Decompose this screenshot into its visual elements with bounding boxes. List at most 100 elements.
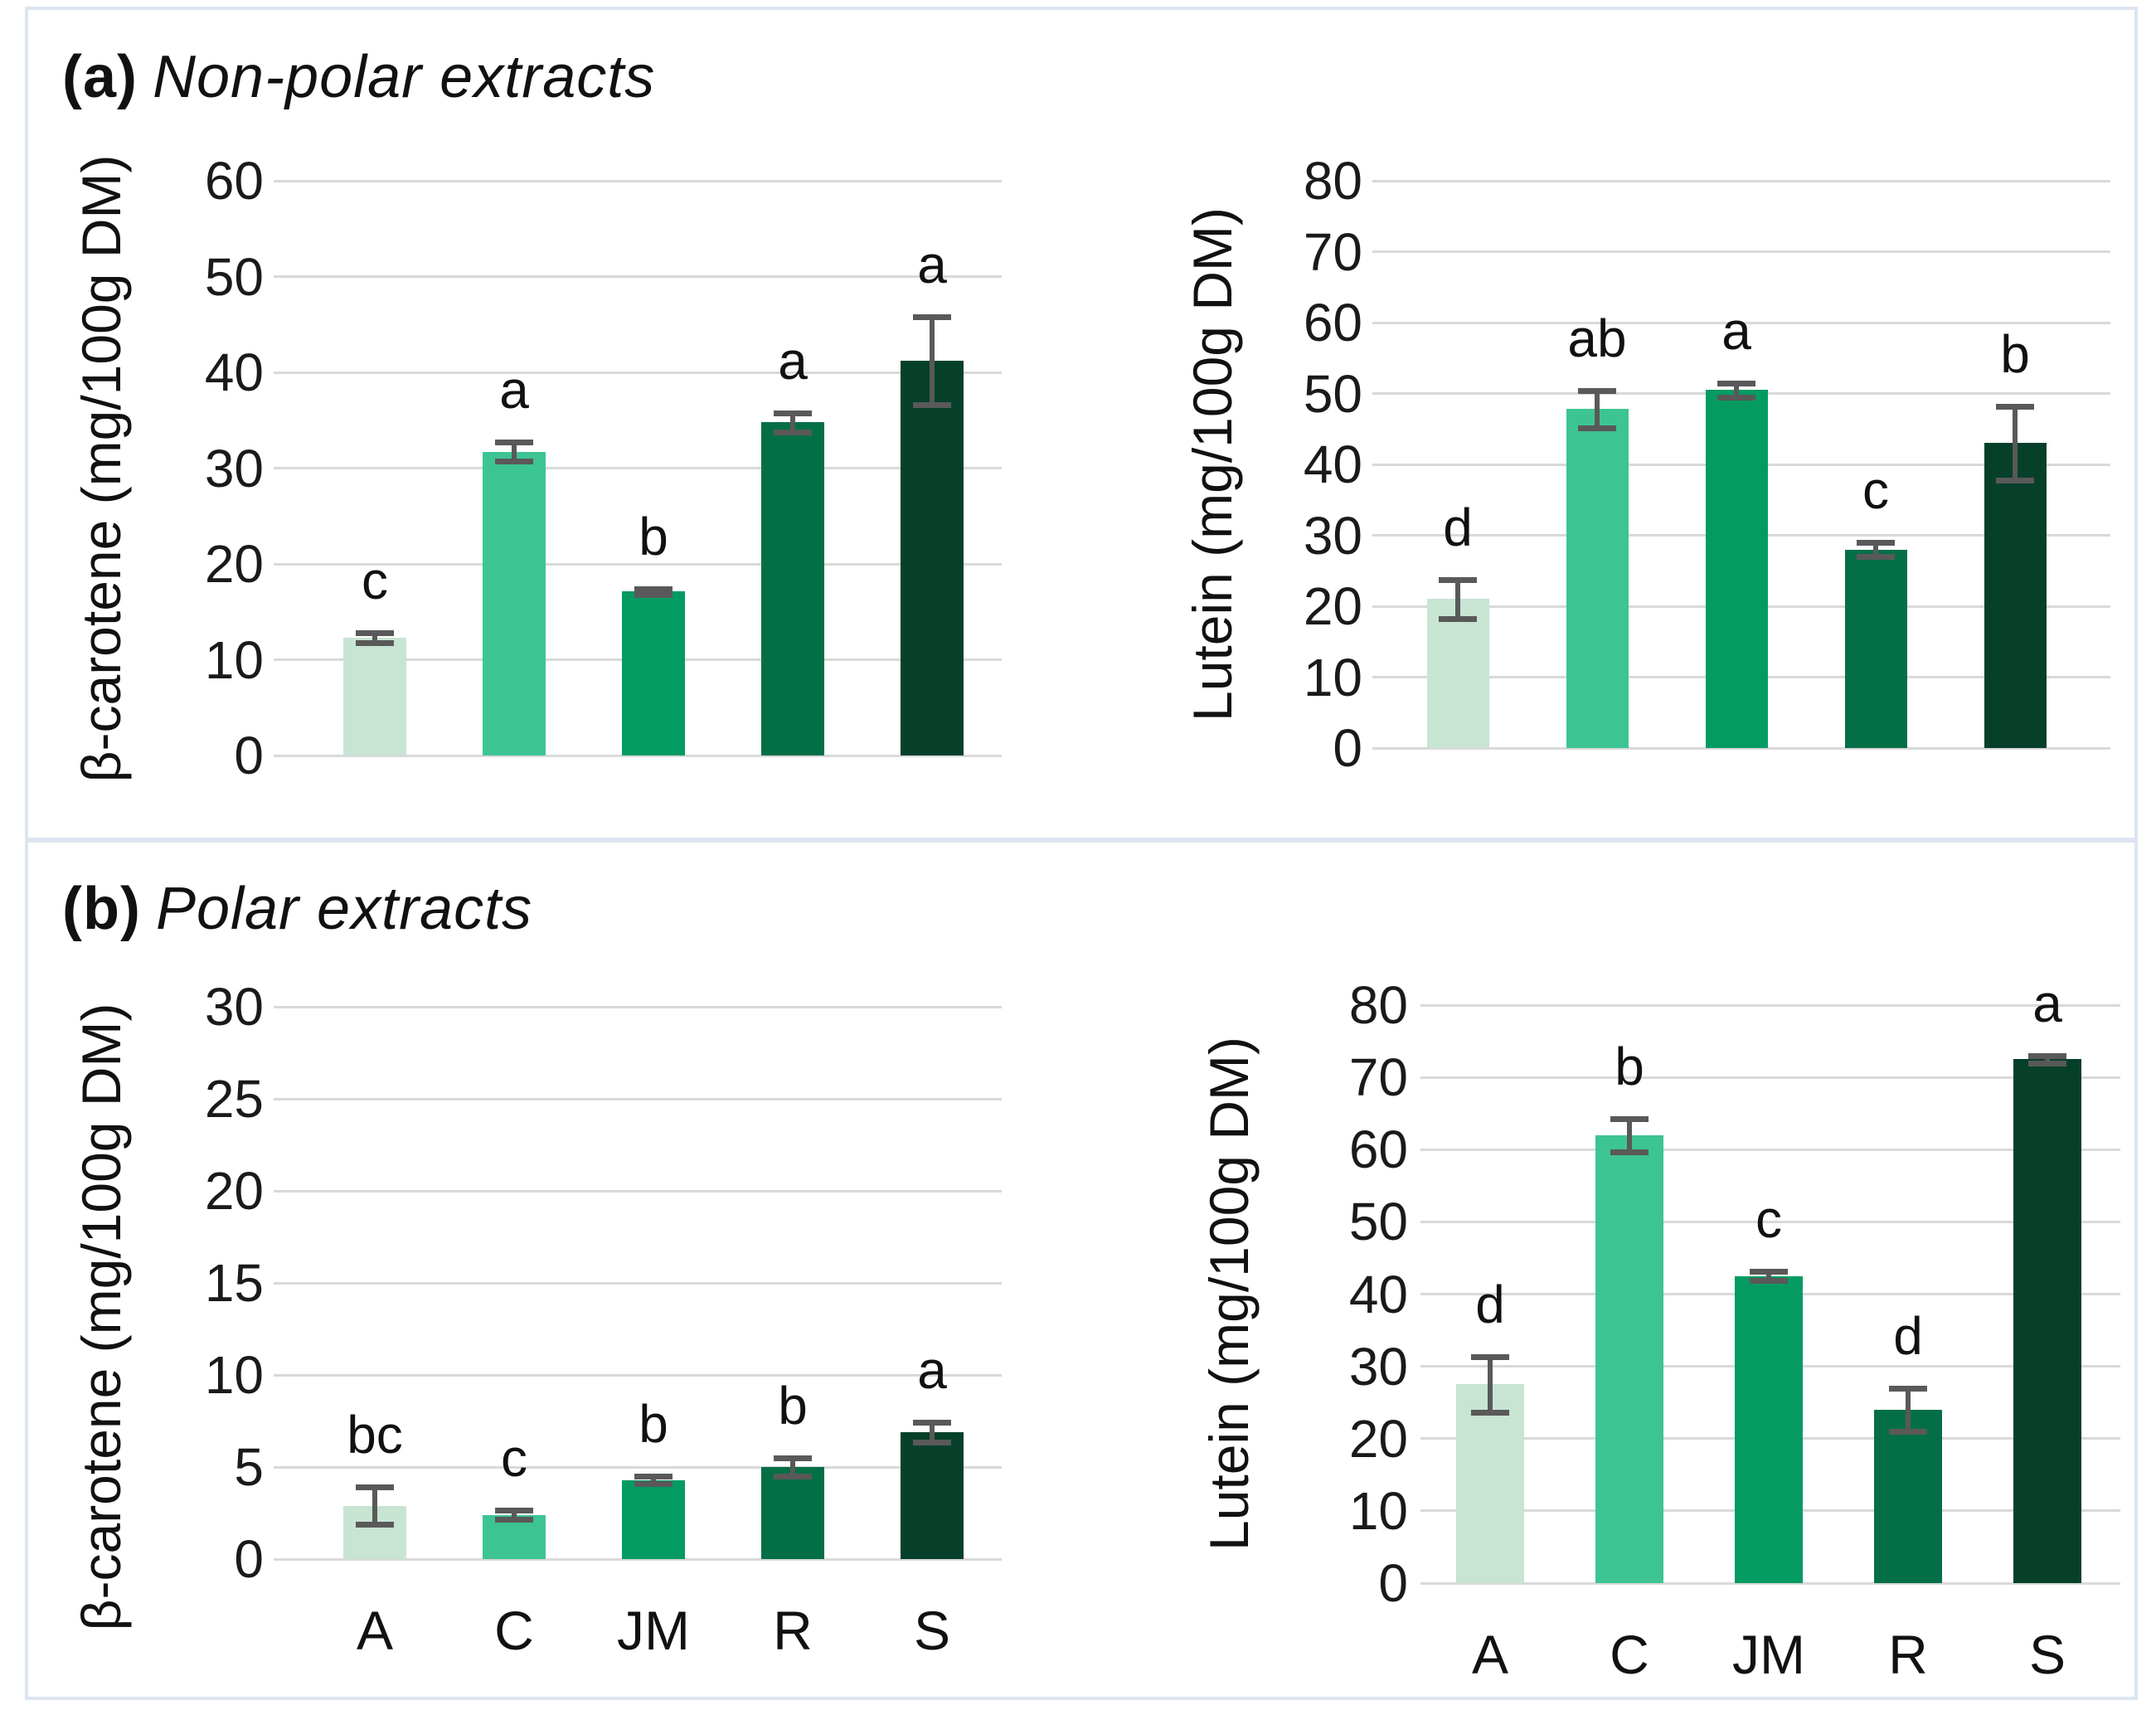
bar-b2-C [1595,1134,1663,1583]
error-bar-b2-C [1627,1118,1632,1152]
tick-label-b2-30: 30 [1348,1336,1408,1397]
sig-letter-b2-R: d [1893,1305,1923,1366]
panel-a-box [25,7,2138,841]
error-bar-cap-top-b2-JM [1750,1269,1788,1275]
x-axis-label-b1-C: C [494,1600,534,1661]
error-bar-a2-C [1595,391,1600,428]
error-bar-cap-top-a2-S [1996,403,2034,410]
error-bar-cap-bottom-b1-A [356,1521,394,1528]
error-bar-a2-A [1455,579,1460,619]
bar-a2-R [1844,549,1907,748]
tick-label-b1-10: 10 [204,1345,264,1405]
error-bar-a2-JM [1734,382,1739,397]
error-bar-cap-top-b1-A [356,1484,394,1491]
gridline-b2-80 [1420,1003,2120,1007]
sig-letter-b1-R: b [778,1375,808,1436]
sig-letter-a2-S: b [2000,323,2030,384]
gridline-a1-0 [274,754,1002,757]
tick-label-b2-40: 40 [1348,1264,1408,1324]
error-bar-cap-bottom-b1-JM [634,1480,673,1487]
error-bar-a1-S [930,317,935,406]
gridline-a2-60 [1372,321,2110,324]
error-bar-cap-top-a1-S [913,314,951,320]
gridline-b1-5 [274,1465,1002,1469]
error-bar-cap-bottom-b2-JM [1750,1277,1788,1284]
panel-b-title: (b) Polar extracts [62,875,532,943]
gridline-b1-25 [274,1097,1002,1100]
gridline-a2-70 [1372,250,2110,253]
tick-label-b2-10: 10 [1348,1480,1408,1541]
error-bar-cap-bottom-b2-S [2028,1060,2066,1066]
sig-letter-a2-JM: a [1721,300,1751,361]
error-bar-a1-C [512,442,517,462]
x-axis-label-b2-C: C [1610,1624,1649,1685]
bar-b2-R [1874,1409,1942,1583]
bar-a1-C [483,451,546,755]
tick-label-b1-30: 30 [204,977,264,1037]
bar-a2-C [1566,409,1629,748]
error-bar-b1-S [930,1421,935,1443]
error-bar-cap-bottom-a2-R [1857,554,1895,561]
error-bar-cap-top-b1-JM [634,1474,673,1480]
error-bar-cap-top-a2-A [1439,576,1477,583]
sig-letter-a2-A: d [1443,497,1473,557]
tick-label-b2-60: 60 [1348,1120,1408,1180]
bar-a2-S [1984,443,2047,748]
error-bar-b1-R [790,1457,795,1477]
error-bar-cap-bottom-a1-C [495,459,533,465]
bar-a1-JM [622,591,685,755]
x-axis-label-b2-JM: JM [1732,1624,1805,1685]
tick-label-a2-80: 80 [1303,151,1362,211]
sig-letter-b1-JM: b [639,1394,668,1455]
tick-label-a2-30: 30 [1303,505,1362,566]
error-bar-cap-top-b1-R [774,1455,812,1461]
sig-letter-b2-C: b [1615,1036,1644,1096]
panel-b-title-text: Polar extracts [155,876,533,942]
error-bar-a2-S [2013,406,2018,480]
tick-label-a1-60: 60 [204,151,264,211]
error-bar-cap-top-b1-S [913,1419,951,1426]
error-bar-b2-A [1488,1357,1493,1412]
error-bar-cap-top-a1-C [495,440,533,446]
panel-a-title: (a) Non-polar extracts [62,43,655,111]
sig-letter-b2-JM: c [1755,1189,1782,1250]
sig-letter-b2-S: a [2032,973,2062,1033]
sig-letter-b2-A: d [1475,1275,1505,1335]
tick-label-b2-0: 0 [1378,1553,1408,1613]
bar-b2-A [1456,1384,1524,1583]
sig-letter-b1-S: a [917,1339,947,1400]
sig-letter-a1-JM: b [639,507,668,567]
tick-label-a2-60: 60 [1303,293,1362,352]
bar-b1-S [901,1431,964,1559]
bar-a1-S [901,361,964,755]
error-bar-b2-R [1906,1387,1911,1432]
gridline-b1-10 [274,1373,1002,1377]
sig-letter-a2-R: c [1862,460,1889,521]
tick-label-b2-70: 70 [1348,1047,1408,1108]
tick-label-b1-5: 5 [234,1437,264,1497]
gridline-b1-20 [274,1189,1002,1193]
error-bar-cap-bottom-b2-A [1471,1409,1509,1416]
error-bar-cap-bottom-a2-S [1996,477,2034,483]
tick-label-a1-40: 40 [204,342,264,402]
tick-label-b1-0: 0 [234,1529,264,1589]
error-bar-b1-A [372,1487,377,1524]
x-axis-label-b1-JM: JM [617,1600,690,1661]
sig-letter-b1-C: c [501,1428,527,1489]
tick-label-a2-0: 0 [1333,718,1362,778]
error-bar-a2-R [1873,542,1878,557]
tick-label-a1-10: 10 [204,629,264,690]
error-bar-cap-top-a2-C [1578,388,1616,395]
error-bar-cap-bottom-a2-A [1439,616,1477,623]
bar-b1-R [761,1467,824,1559]
error-bar-b1-C [512,1510,517,1520]
tick-label-a2-10: 10 [1303,647,1362,707]
tick-label-a1-0: 0 [234,726,264,785]
ylabel-polar-lutein: Lutein (mg/100g DM) [1198,1037,1260,1551]
gridline-a1-20 [274,562,1002,566]
error-bar-cap-bottom-a1-A [356,639,394,646]
tick-label-a1-20: 20 [204,534,264,594]
tick-label-b2-80: 80 [1348,975,1408,1035]
gridline-b2-60 [1420,1148,2120,1151]
